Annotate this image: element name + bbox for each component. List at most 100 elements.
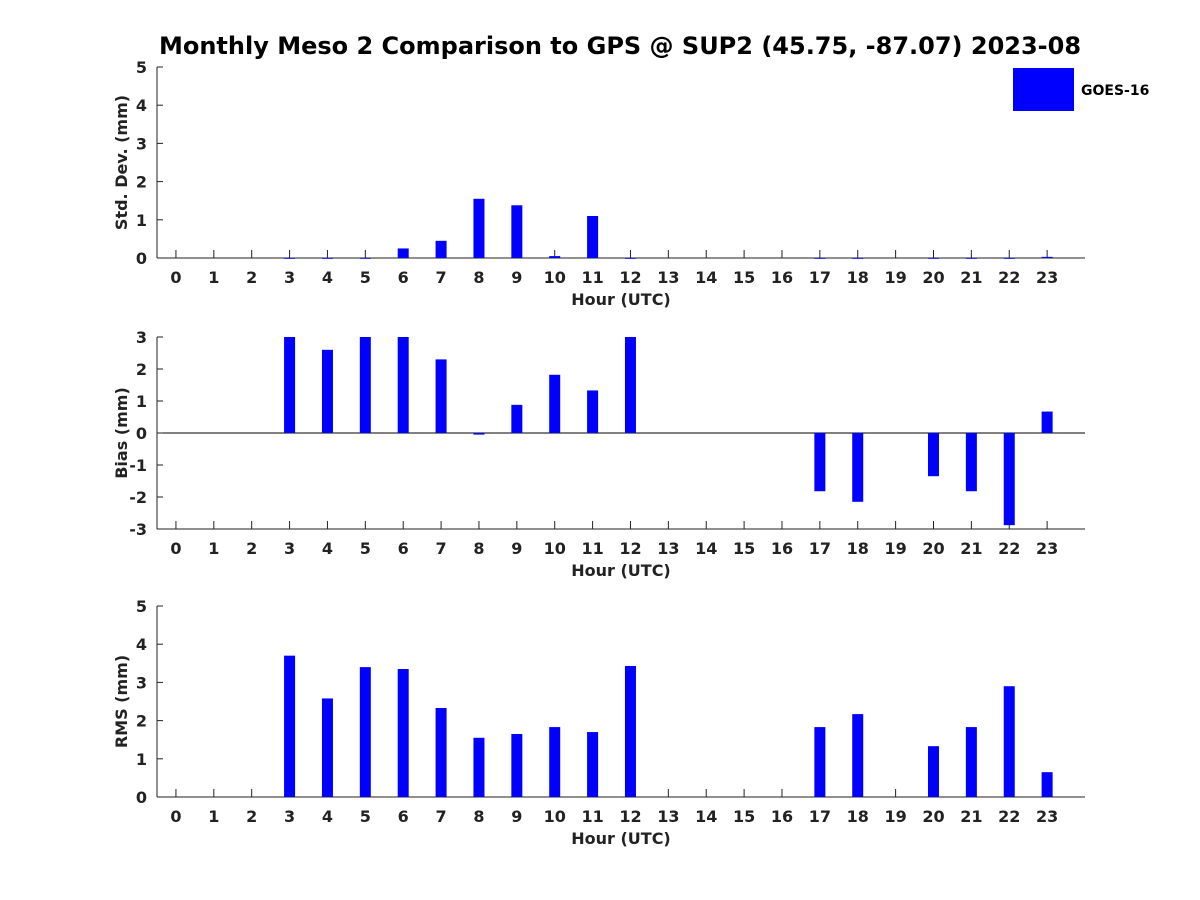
bar — [435, 707, 447, 797]
y-tick-label: 0 — [136, 788, 147, 807]
x-tick-label: 8 — [473, 268, 484, 287]
y-tick-label: 0 — [136, 424, 147, 443]
y-tick-label: 3 — [136, 328, 147, 347]
bar — [1003, 258, 1015, 259]
x-tick-label: 3 — [284, 539, 295, 558]
x-tick-label: 6 — [398, 807, 409, 826]
x-tick-label: 4 — [322, 807, 333, 826]
bar — [473, 433, 485, 435]
x-tick-label: 11 — [581, 807, 603, 826]
x-tick-label: 12 — [619, 268, 641, 287]
bar — [435, 359, 447, 433]
bar — [1041, 772, 1053, 797]
bar — [965, 727, 977, 797]
x-tick-label: 4 — [322, 539, 333, 558]
x-tick-label: 2 — [246, 539, 257, 558]
y-tick-label: 5 — [136, 58, 147, 77]
x-tick-label: 7 — [436, 807, 447, 826]
bar — [321, 258, 333, 259]
x-tick-label: 20 — [922, 268, 944, 287]
x-tick-label: 22 — [998, 268, 1020, 287]
bar — [1041, 256, 1053, 258]
bar — [852, 714, 864, 797]
x-tick-label: 13 — [657, 807, 679, 826]
y-tick-label: 2 — [136, 360, 147, 379]
x-tick-label: 1 — [208, 539, 219, 558]
x-tick-label: 2 — [246, 807, 257, 826]
x-tick-label: 23 — [1036, 807, 1058, 826]
y-tick-label: 4 — [136, 635, 147, 654]
y-tick-label: 4 — [136, 96, 147, 115]
bar — [284, 337, 296, 433]
x-tick-label: 5 — [360, 539, 371, 558]
x-tick-label: 18 — [847, 268, 869, 287]
x-tick-label: 0 — [170, 807, 181, 826]
x-tick-label: 20 — [922, 807, 944, 826]
bar — [397, 337, 409, 433]
bar — [435, 240, 447, 258]
x-tick-label: 21 — [960, 807, 982, 826]
x-tick-label: 11 — [581, 268, 603, 287]
x-axis-label: Hour (UTC) — [571, 561, 671, 580]
y-tick-label: 3 — [136, 134, 147, 153]
bar — [624, 337, 636, 433]
x-tick-label: 16 — [771, 268, 793, 287]
x-tick-label: 1 — [208, 268, 219, 287]
legend-swatch — [1013, 68, 1074, 111]
x-tick-label: 13 — [657, 268, 679, 287]
bar — [927, 746, 939, 797]
x-tick-label: 23 — [1036, 539, 1058, 558]
x-tick-label: 18 — [847, 807, 869, 826]
x-tick-label: 12 — [619, 807, 641, 826]
x-tick-label: 15 — [733, 539, 755, 558]
x-tick-label: 16 — [771, 539, 793, 558]
x-tick-label: 5 — [360, 268, 371, 287]
y-tick-label: -2 — [129, 488, 147, 507]
bar — [359, 667, 371, 797]
bar — [359, 258, 371, 259]
y-tick-label: 5 — [136, 597, 147, 616]
bar — [284, 258, 296, 259]
x-tick-label: 11 — [581, 539, 603, 558]
x-tick-label: 14 — [695, 268, 717, 287]
bar — [927, 258, 939, 259]
x-tick-label: 9 — [511, 268, 522, 287]
bar — [852, 433, 864, 502]
x-tick-label: 5 — [360, 807, 371, 826]
bar — [927, 433, 939, 477]
y-axis-label: Std. Dev. (mm) — [112, 95, 131, 230]
y-tick-label: 2 — [136, 173, 147, 192]
bar — [397, 669, 409, 797]
bar — [814, 727, 826, 797]
x-tick-label: 0 — [170, 539, 181, 558]
x-tick-label: 4 — [322, 268, 333, 287]
bar — [284, 655, 296, 797]
bar — [587, 732, 599, 797]
bar — [1003, 686, 1015, 797]
bar — [397, 248, 409, 258]
bar — [814, 258, 826, 259]
x-tick-label: 14 — [695, 539, 717, 558]
x-tick-label: 19 — [884, 539, 906, 558]
x-tick-label: 6 — [398, 539, 409, 558]
bar — [359, 337, 371, 433]
y-tick-label: 0 — [136, 249, 147, 268]
x-tick-label: 10 — [544, 268, 566, 287]
x-axis-label: Hour (UTC) — [571, 829, 671, 848]
bar — [587, 215, 599, 258]
x-tick-label: 3 — [284, 268, 295, 287]
y-axis-label: Bias (mm) — [112, 387, 131, 479]
x-tick-label: 17 — [809, 807, 831, 826]
y-tick-label: -1 — [129, 456, 147, 475]
x-tick-label: 6 — [398, 268, 409, 287]
x-tick-label: 19 — [884, 807, 906, 826]
x-tick-label: 0 — [170, 268, 181, 287]
x-tick-label: 19 — [884, 268, 906, 287]
bar — [852, 258, 864, 259]
bar — [549, 727, 561, 797]
x-tick-label: 2 — [246, 268, 257, 287]
x-tick-label: 7 — [436, 268, 447, 287]
bar — [965, 433, 977, 492]
